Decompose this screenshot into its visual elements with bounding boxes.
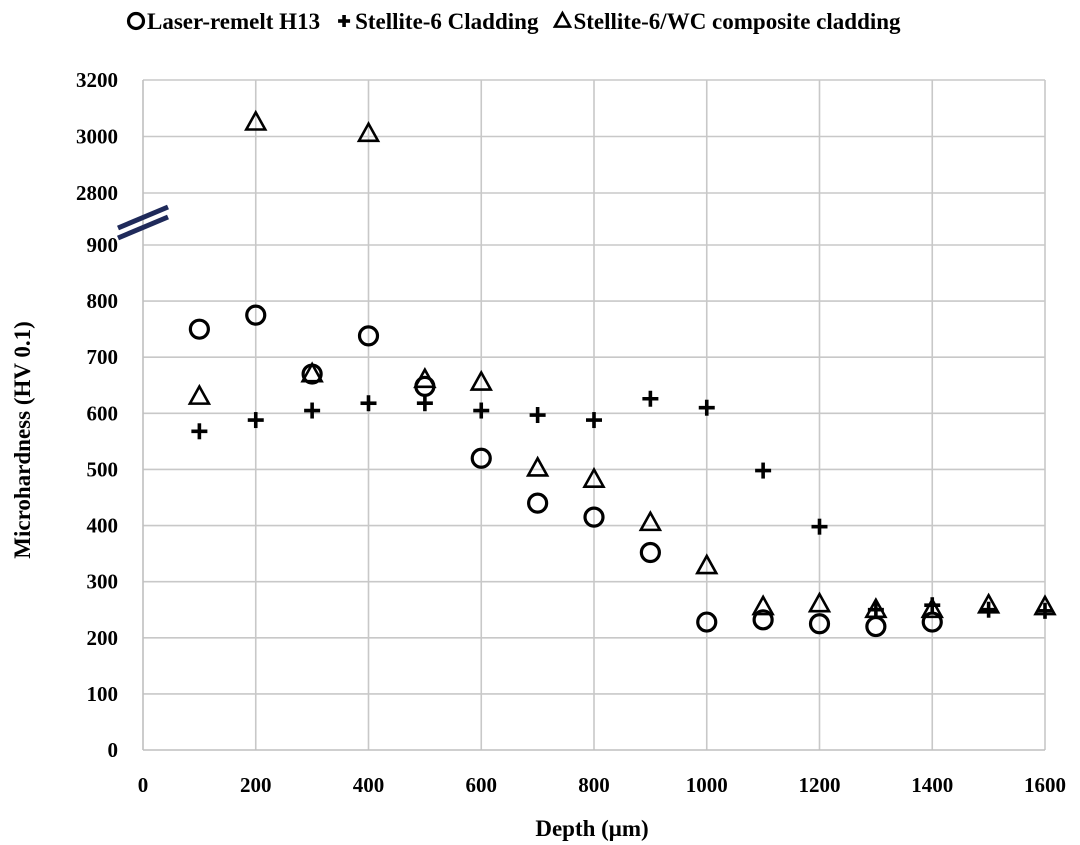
x-tick-label: 1200 [799, 773, 841, 797]
y-tick-label: 2800 [76, 181, 118, 205]
x-tick-label: 1000 [686, 773, 728, 797]
legend-item-circle: Laser-remelt H13 [126, 9, 320, 34]
series-triangle [187, 109, 1057, 619]
plus-marker [980, 601, 997, 618]
circle-marker [527, 492, 549, 514]
series-circle [188, 304, 943, 638]
y-tick-label: 500 [87, 457, 119, 481]
data-points [187, 109, 1057, 638]
triangle-marker [638, 510, 663, 532]
legend-item-plus: Stellite-6 Cladding [338, 9, 539, 34]
triangle-marker [469, 369, 493, 391]
x-tick-label: 800 [578, 773, 610, 797]
y-tick-label: 700 [87, 345, 119, 369]
x-axis-title: Depth (μm) [535, 816, 648, 841]
x-tick-label: 400 [353, 773, 385, 797]
y-tick-label: 3200 [76, 68, 118, 92]
plus-marker [338, 15, 351, 27]
plus-marker [811, 518, 828, 535]
triangle-marker [187, 383, 212, 405]
plus-marker [642, 390, 659, 407]
triangle-marker [356, 121, 381, 143]
x-tick-label: 1600 [1024, 773, 1066, 797]
y-tick-label: 0 [108, 738, 119, 762]
triangle-marker [300, 361, 324, 383]
legend-label: Laser-remelt H13 [147, 9, 320, 34]
x-tick-label: 600 [466, 773, 498, 797]
y-tick-label: 300 [87, 570, 119, 594]
circle-marker [357, 325, 380, 347]
x-tick-label: 200 [240, 773, 272, 797]
triangle-marker [864, 597, 888, 619]
plus-marker [191, 423, 208, 440]
axes [142, 80, 1045, 751]
triangle-marker [695, 553, 719, 575]
circle-marker [583, 506, 605, 528]
axis-break-stroke [117, 204, 169, 231]
triangle-marker [1033, 594, 1057, 616]
triangle-marker [552, 10, 573, 28]
circle-marker [696, 611, 718, 633]
y-tick-label: 400 [87, 514, 119, 538]
x-tick-labels: 0 200 400 600 800 1000 1200 1400 1600 [138, 773, 1066, 797]
triangle-marker [525, 455, 550, 477]
circle-marker [639, 541, 661, 564]
axis-break-icon [117, 204, 169, 241]
circle-marker [188, 318, 210, 340]
triangle-marker [976, 592, 1001, 614]
plus-marker [304, 402, 321, 419]
plus-marker [473, 402, 490, 419]
x-tick-label: 0 [138, 773, 149, 797]
circle-marker [470, 447, 492, 469]
circle-marker [245, 304, 267, 326]
triangle-marker [807, 591, 832, 613]
legend: Laser-remelt H13 Stellite-6 Cladding Stell… [126, 9, 901, 34]
triangle-marker [244, 109, 268, 131]
y-tick-label: 900 [87, 233, 119, 257]
plus-marker [529, 407, 546, 424]
x-tick-label: 1400 [911, 773, 953, 797]
axis-break-stroke [117, 214, 169, 241]
triangle-marker [413, 367, 437, 389]
plus-marker [1037, 602, 1053, 619]
triangle-marker [751, 594, 775, 616]
plus-marker [416, 395, 433, 412]
plus-marker [755, 462, 772, 479]
y-tick-label: 200 [87, 626, 119, 650]
series-plus [191, 390, 1053, 619]
y-axis-title: Microhardness (HV 0.1) [10, 321, 35, 558]
circle-marker [865, 615, 887, 638]
y-tick-label: 3000 [76, 125, 118, 149]
legend-item-triangle: Stellite-6/WC composite cladding [552, 9, 901, 34]
circle-marker [126, 11, 146, 31]
y-tick-label: 600 [87, 401, 119, 425]
legend-label: Stellite-6 Cladding [355, 9, 539, 34]
plus-marker [698, 399, 715, 416]
circle-marker [808, 613, 831, 635]
plus-marker [247, 412, 264, 429]
circle-marker [752, 609, 774, 631]
plus-marker [586, 412, 602, 429]
y-tick-label: 800 [87, 289, 119, 313]
plus-marker [360, 395, 377, 412]
triangle-marker [582, 466, 606, 488]
y-tick-label: 100 [87, 682, 119, 706]
triangle-marker [920, 597, 944, 619]
y-tick-labels: 0 100 200 300 400 500 600 700 800 900 2800 3000 3200 [76, 68, 118, 762]
legend-label: Stellite-6/WC composite cladding [573, 9, 901, 34]
